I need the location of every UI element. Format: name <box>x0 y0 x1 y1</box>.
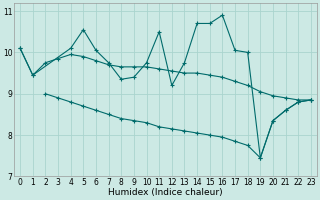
X-axis label: Humidex (Indice chaleur): Humidex (Indice chaleur) <box>108 188 223 197</box>
